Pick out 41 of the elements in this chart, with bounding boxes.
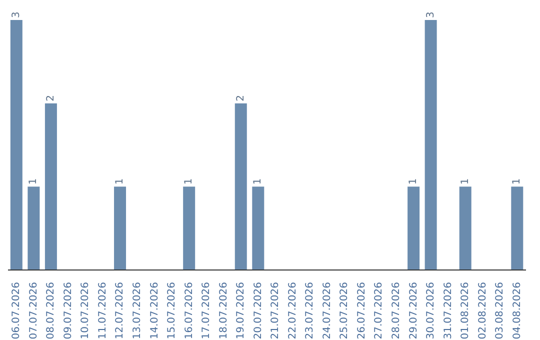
- x-tick-label: 19.07.2026: [236, 282, 247, 340]
- x-tick-label: 22.07.2026: [287, 282, 298, 340]
- x-tick-label: 21.07.2026: [270, 282, 282, 340]
- data-label: 2: [45, 94, 56, 102]
- data-label: 1: [184, 178, 195, 185]
- data-label: 1: [114, 178, 126, 185]
- x-tick-label: 09.07.2026: [62, 282, 74, 340]
- x-tick-label: 30.07.2026: [426, 282, 437, 340]
- x-tick-label: 14.07.2026: [149, 282, 160, 340]
- x-tick-label: 08.07.2026: [46, 282, 57, 340]
- x-tick-label: 16.07.2026: [184, 282, 195, 340]
- x-tick-label: 27.07.2026: [374, 282, 385, 340]
- x-tick-label: 11.07.2026: [97, 282, 108, 340]
- data-label: 1: [252, 178, 264, 185]
- x-tick-label: 04.08.2026: [512, 282, 523, 340]
- data-label: 2: [235, 94, 246, 102]
- x-tick-label: 20.07.2026: [252, 282, 264, 340]
- x-tick-label: 15.07.2026: [166, 282, 178, 340]
- x-tick-label: 23.07.2026: [304, 282, 316, 340]
- x-tick-label: 03.08.2026: [494, 282, 506, 340]
- x-tick-label: 17.07.2026: [201, 282, 212, 340]
- x-tick-label: 18.07.2026: [218, 282, 230, 340]
- x-tick-label: 28.07.2026: [391, 282, 402, 340]
- x-tick-label: 26.07.2026: [356, 282, 368, 340]
- x-tick-label: 12.07.2026: [114, 282, 126, 340]
- x-tick-label: 29.07.2026: [408, 282, 420, 340]
- x-tick-label: 02.08.2026: [477, 282, 488, 340]
- data-label: 1: [28, 178, 40, 185]
- x-tick-label: 07.07.2026: [28, 282, 40, 340]
- data-label: 1: [460, 178, 471, 185]
- data-label: 3: [425, 12, 436, 18]
- x-tick-label: 06.07.2026: [11, 282, 22, 340]
- data-label: 1: [408, 178, 420, 185]
- data-label: 3: [10, 12, 22, 18]
- x-tick-label: 13.07.2026: [132, 282, 143, 340]
- x-tick-label: 25.07.2026: [339, 282, 350, 340]
- x-tick-label: 10.07.2026: [80, 282, 92, 340]
- x-tick-label: 24.07.2026: [322, 282, 333, 340]
- x-tick-label: 31.07.2026: [442, 282, 454, 340]
- x-tick-label: 01.08.2026: [460, 282, 472, 340]
- data-label: 1: [512, 178, 523, 185]
